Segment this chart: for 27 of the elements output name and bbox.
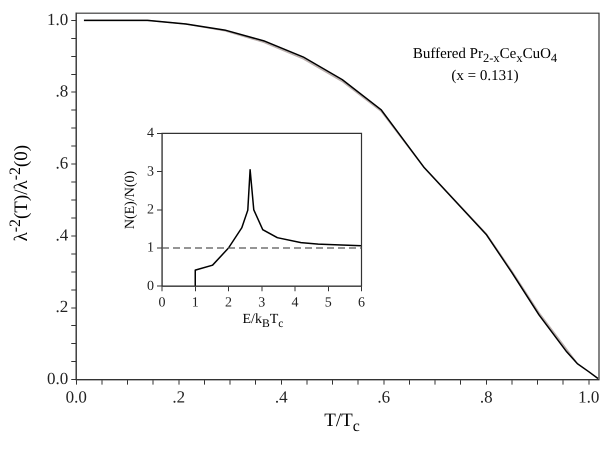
x-tick-label: 5	[324, 295, 332, 310]
x-tick-label: 6	[358, 295, 365, 310]
y-tick-label: 0	[147, 278, 154, 294]
annotation: (x = 0.131)	[450, 68, 520, 85]
x-tick-label: 2	[225, 295, 232, 310]
y-axis-title: N(E)/N(0)	[123, 170, 139, 232]
x-tick-label: 1.0	[578, 387, 600, 406]
x-tick-label: .4	[274, 387, 288, 406]
y-tick-label: .8	[56, 82, 68, 101]
x-axis-title: E/k$_{B}$T$_{c}$	[242, 312, 284, 330]
y-tick-label: 1.0	[47, 10, 68, 29]
y-tick-label: .4	[56, 225, 69, 244]
y-tick-label: 2	[147, 202, 154, 218]
y-tick-label: 1	[147, 240, 154, 256]
x-tick-label: .2	[172, 387, 186, 406]
x-tick-label: 1	[192, 295, 199, 310]
annotation: Buffered Pr$_{2-x}$Ce$_{x}$CuO$_{4}$	[412, 46, 558, 66]
y-tick-label: 0.0	[47, 369, 68, 388]
x-tick-label: .8	[480, 387, 493, 406]
x-tick-label: 3	[258, 295, 266, 310]
x-axis-title: T/T$_{c}$	[323, 410, 361, 436]
y-tick-label: 4	[147, 126, 154, 142]
y-tick-label: .6	[56, 154, 68, 173]
y-tick-label: 3	[147, 164, 154, 180]
x-tick-label: 0	[158, 295, 166, 310]
x-tick-label: .6	[377, 387, 390, 406]
x-tick-label: 4	[292, 295, 298, 310]
